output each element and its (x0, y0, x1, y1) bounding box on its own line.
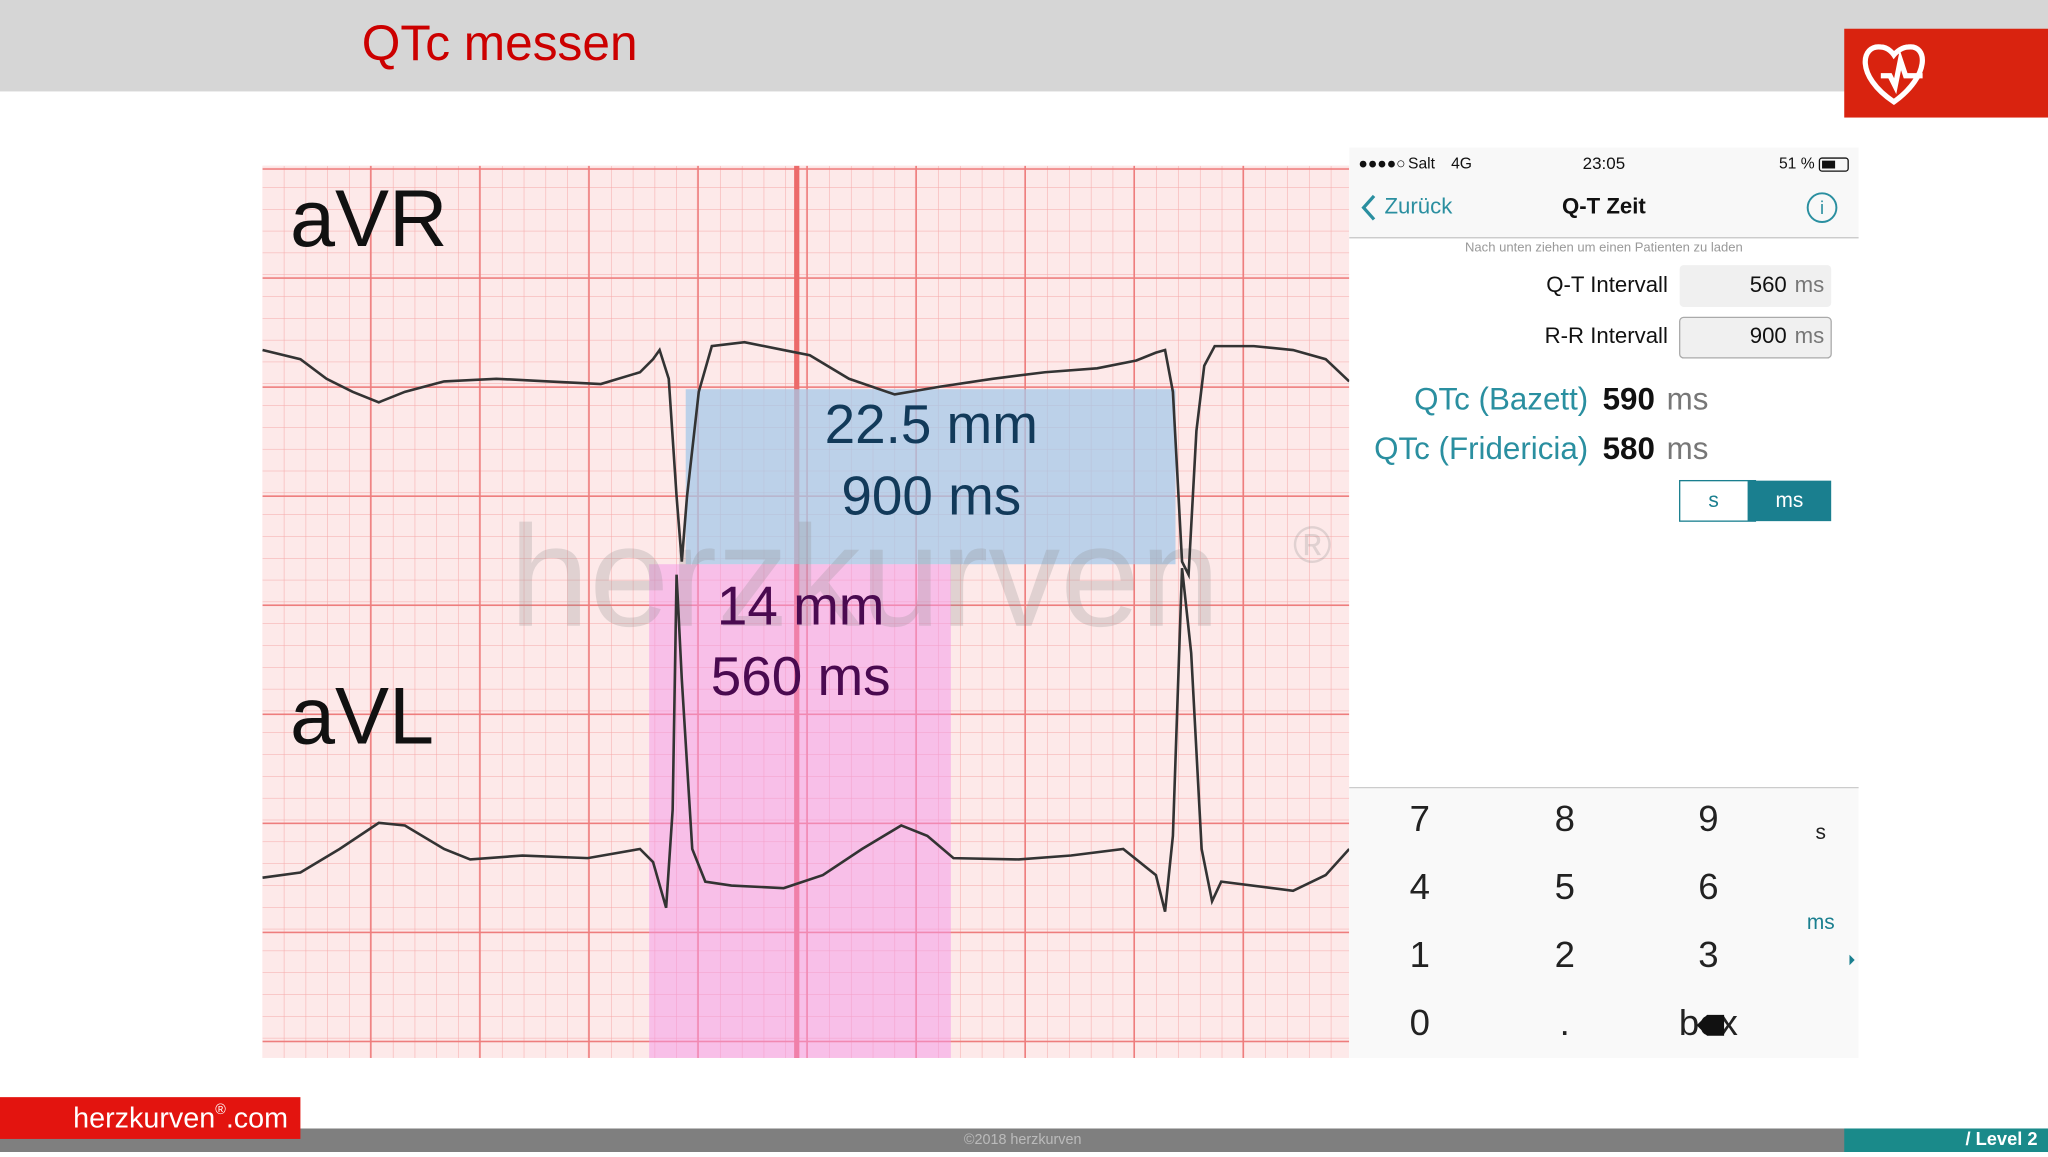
nav-title: Q-T Zeit (1562, 194, 1646, 219)
ecg-trace (262, 340, 1351, 580)
brand: herzkurven®.com (73, 1102, 288, 1134)
battery: 51 % (1779, 156, 1815, 173)
brand-box (0, 1097, 301, 1139)
watermark-mark: ® (1293, 516, 1332, 574)
toggle-label: s (1708, 489, 1718, 512)
keypad-key[interactable]: 8 (1555, 798, 1575, 839)
logo-heart (1862, 44, 1925, 106)
footer-bar (0, 1128, 2048, 1152)
phone-screen: ●●●●○ Salt 4G 23:05 51 % Zurück Q-T Zeit… (1349, 147, 1859, 1058)
info-icon: i (1820, 197, 1824, 218)
watermark: herzkurven (509, 497, 1220, 657)
clock: 23:05 (1583, 154, 1625, 173)
keypad-key[interactable]: 0 (1410, 1002, 1430, 1043)
network: 4G (1451, 156, 1472, 173)
level: / Level 2 (1965, 1128, 2037, 1149)
field-input[interactable] (1679, 265, 1832, 307)
field-value: 900 (1750, 323, 1787, 348)
brand-name: herzkurven (73, 1102, 215, 1134)
keypad-key[interactable]: 2 (1555, 934, 1575, 975)
keypad (1349, 787, 1859, 1058)
ecg-trace (262, 568, 1351, 912)
lead-label: aVR (290, 174, 448, 264)
result-value: 590 (1603, 381, 1655, 416)
field-value: 560 (1750, 272, 1787, 297)
rr-duration: 900 ms (841, 465, 1021, 527)
header-bar (0, 0, 2048, 92)
slide-title: QTc messen (362, 15, 638, 71)
signal: ●●●●○ (1358, 156, 1405, 173)
lead-label: aVL (290, 672, 434, 762)
keypad-key[interactable]: 9 (1698, 798, 1718, 839)
keypad-key[interactable]: 5 (1555, 866, 1575, 907)
rr-box (685, 389, 1176, 565)
field-label: R-R Intervall (1545, 323, 1668, 348)
keypad-key[interactable]: . (1560, 1002, 1570, 1043)
keypad-key[interactable]: s (1816, 821, 1826, 844)
carrier: Salt (1408, 156, 1436, 173)
result-label: QTc (Fridericia) (1374, 431, 1588, 466)
brand-mark: ® (215, 1102, 226, 1118)
keypad-key[interactable]: 1 (1410, 934, 1430, 975)
keypad-key[interactable]: ms (1807, 911, 1835, 934)
result-value: 580 (1603, 431, 1655, 466)
field-unit: ms (1795, 323, 1825, 348)
back-chevron[interactable] (1361, 194, 1376, 221)
qt-duration: 560 ms (711, 645, 891, 707)
field-unit: ms (1795, 272, 1825, 297)
keypad-key[interactable]: 6 (1698, 866, 1718, 907)
toggle-option[interactable] (1679, 479, 1757, 522)
qt-box (649, 564, 951, 1058)
keypad-key[interactable]: 7 (1410, 798, 1430, 839)
hint: Nach unten ziehen um einen Patienten zu … (1465, 240, 1743, 255)
field-label: Q-T Intervall (1546, 272, 1668, 297)
keypad-key[interactable]: 4 (1410, 866, 1430, 907)
level-box (1844, 1128, 2048, 1152)
info-button[interactable] (1806, 192, 1838, 224)
toggle-option[interactable] (1747, 480, 1832, 522)
keypad-key[interactable]: 3 (1698, 934, 1718, 975)
result-unit: ms (1667, 431, 1709, 466)
ecg-panel: herzkurven ® aVR aVL 22.5 mm 900 ms 14 m… (262, 165, 1351, 1058)
toggle-label: ms (1775, 489, 1803, 512)
rr-length: 22.5 mm (825, 393, 1038, 455)
qt-length: 14 mm (717, 574, 885, 636)
logo (1844, 28, 2048, 118)
copyright: ©2018 herzkurven (964, 1132, 1082, 1148)
result-unit: ms (1667, 381, 1709, 416)
result-label: QTc (Bazett) (1414, 381, 1588, 416)
field-input[interactable] (1679, 316, 1832, 359)
brand-suffix: .com (226, 1102, 288, 1134)
backspace-key[interactable] (1696, 1014, 1725, 1036)
back-button[interactable]: Zurück (1384, 194, 1453, 219)
